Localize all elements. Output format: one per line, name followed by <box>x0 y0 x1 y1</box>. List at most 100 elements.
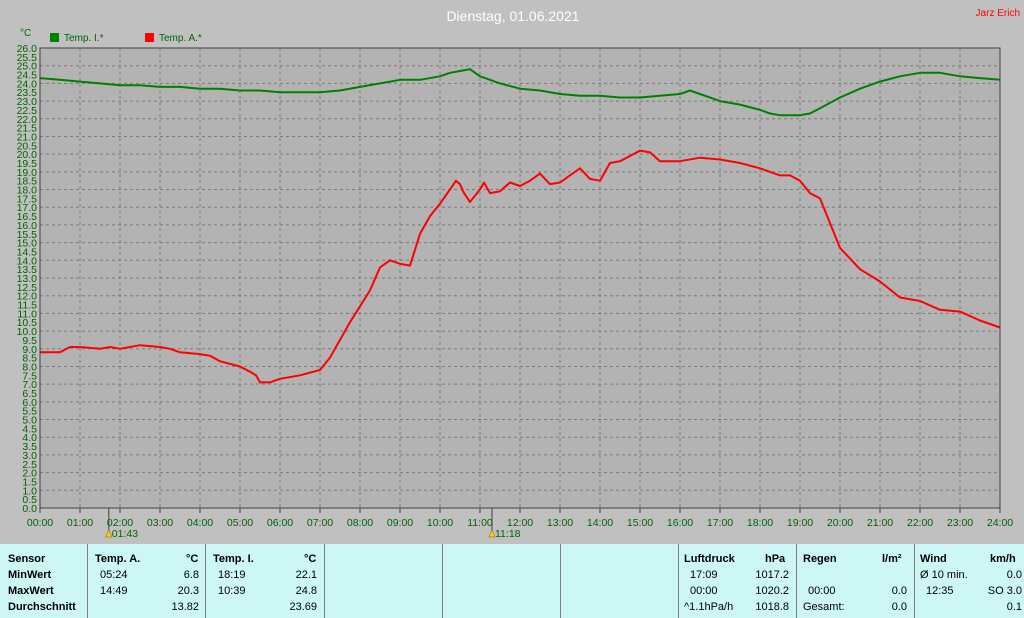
sun-marker-label: 11:18 <box>495 528 521 540</box>
series-lines <box>39 68 1001 384</box>
wind-max-time: 12:35 <box>926 585 954 597</box>
y-tick-label: 5.5 <box>22 406 37 418</box>
x-tick-label: 09:00 <box>387 517 413 529</box>
chart-credit: Jarz Erich <box>976 8 1020 19</box>
y-tick-label: 1.5 <box>22 476 37 488</box>
y-tick-label: 18.0 <box>17 185 38 197</box>
rain-total-label: Gesamt: <box>803 601 845 613</box>
y-tick-label: 9.0 <box>22 344 37 356</box>
y-tick-label: 0.0 <box>22 503 37 515</box>
statistics-panel: Sensor MinWert MaxWert Durchschnitt Temp… <box>0 544 1024 618</box>
x-tick-label: 06:00 <box>267 517 293 529</box>
y-tick-label: 25.5 <box>17 52 38 64</box>
pressure-trend-value: 1018.8 <box>755 601 789 613</box>
wind-avg-value: 0.0 <box>1006 569 1022 581</box>
y-tick-label: 10.0 <box>17 326 38 338</box>
pressure-max-value: 1020.2 <box>755 585 789 597</box>
x-tick-label: 24:00 <box>987 517 1013 529</box>
temp-i-max-value: 24.8 <box>295 585 317 597</box>
pressure-max-time: 00:00 <box>690 585 718 597</box>
temp-a-header: Temp. A. <box>95 553 141 565</box>
temp-a-max-time: 14:49 <box>100 585 128 597</box>
divider <box>324 544 325 618</box>
x-tick-label: 12:00 <box>507 517 533 529</box>
y-tick-label: 14.5 <box>17 246 38 258</box>
y-tick-label: 16.5 <box>17 211 38 223</box>
sun-icon <box>105 529 113 538</box>
wind-avg-label: Ø 10 min. <box>920 569 968 581</box>
legend-swatch-temp-a <box>145 33 154 42</box>
y-tick-label: 18.5 <box>17 176 38 188</box>
x-tick-label: 07:00 <box>307 517 333 529</box>
avg-label: Durchschnitt <box>8 601 76 613</box>
y-tick-label: 2.5 <box>22 459 37 471</box>
y-tick-label: 16.0 <box>17 220 38 232</box>
y-tick-label: 8.5 <box>22 353 37 365</box>
y-tick-label: 13.5 <box>17 264 38 276</box>
temp-i-min-value: 22.1 <box>295 569 317 581</box>
x-tick-label: 01:00 <box>67 517 93 529</box>
y-tick-label: 23.5 <box>17 87 38 99</box>
temp-i-unit: °C <box>304 553 317 565</box>
wind-last-value: 0.1 <box>1006 601 1022 613</box>
divider <box>560 544 561 618</box>
x-tick-label: 14:00 <box>587 517 613 529</box>
y-tick-label: 19.5 <box>17 158 38 170</box>
y-tick-label: 24.5 <box>17 70 38 82</box>
y-tick-label: 3.5 <box>22 441 37 453</box>
sun-markers: 01:43 11:18 <box>105 508 521 540</box>
y-tick-label: 12.0 <box>17 291 38 303</box>
pressure-header: Luftdruck <box>684 553 735 565</box>
rain-header: Regen <box>803 553 837 565</box>
legend-label-temp-a: Temp. A.* <box>159 33 202 44</box>
y-axis-ticks: 0.00.51.01.52.02.53.03.54.04.55.05.56.06… <box>17 43 38 515</box>
sun-icon <box>488 529 496 538</box>
y-tick-label: 14.0 <box>17 255 38 267</box>
y-tick-label: 7.5 <box>22 370 37 382</box>
wind-unit: km/h <box>990 553 1016 565</box>
x-tick-label: 05:00 <box>227 517 253 529</box>
temp-i-avg-value: 23.69 <box>289 601 317 613</box>
y-tick-label: 12.5 <box>17 282 38 294</box>
x-tick-label: 23:00 <box>947 517 973 529</box>
y-tick-label: 20.5 <box>17 140 38 152</box>
plot-border <box>39 47 1001 509</box>
y-tick-label: 22.0 <box>17 114 38 126</box>
x-tick-label: 00:00 <box>27 517 53 529</box>
y-tick-label: 21.0 <box>17 131 38 143</box>
y-tick-label: 24.0 <box>17 78 38 90</box>
x-tick-label: 15:00 <box>627 517 653 529</box>
chart-title: Dienstag, 01.06.2021 <box>446 8 579 24</box>
x-tick-label: 02:00 <box>107 517 133 529</box>
pressure-min-time: 17:09 <box>690 569 718 581</box>
max-label: MaxWert <box>8 585 54 597</box>
x-tick-label: 18:00 <box>747 517 773 529</box>
divider <box>87 544 88 618</box>
y-tick-label: 6.0 <box>22 397 37 409</box>
y-tick-label: 7.0 <box>22 379 37 391</box>
y-tick-label: 22.5 <box>17 105 38 117</box>
temp-a-min-time: 05:24 <box>100 569 128 581</box>
min-label: MinWert <box>8 569 52 581</box>
legend-label-temp-i: Temp. I.* <box>64 33 104 44</box>
y-tick-label: 15.5 <box>17 229 38 241</box>
rain-value: 0.0 <box>891 585 907 597</box>
legend-swatch-temp-i <box>50 33 59 42</box>
wind-header: Wind <box>920 553 947 565</box>
x-tick-label: 20:00 <box>827 517 853 529</box>
y-tick-label: 4.5 <box>22 423 37 435</box>
x-tick-label: 04:00 <box>187 517 213 529</box>
divider <box>205 544 206 618</box>
divider <box>914 544 915 618</box>
x-tick-label: 22:00 <box>907 517 933 529</box>
y-tick-label: 5.0 <box>22 415 37 427</box>
y-tick-label: 8.0 <box>22 361 37 373</box>
x-tick-label: 03:00 <box>147 517 173 529</box>
y-tick-label: 1.0 <box>22 485 37 497</box>
rain-total-value: 0.0 <box>891 601 907 613</box>
sun-marker-label: 01:43 <box>112 528 138 540</box>
rain-unit: l/m² <box>882 553 902 565</box>
temp-i-min-time: 18:19 <box>218 569 246 581</box>
y-tick-label: 23.0 <box>17 96 38 108</box>
y-tick-label: 25.0 <box>17 61 38 73</box>
